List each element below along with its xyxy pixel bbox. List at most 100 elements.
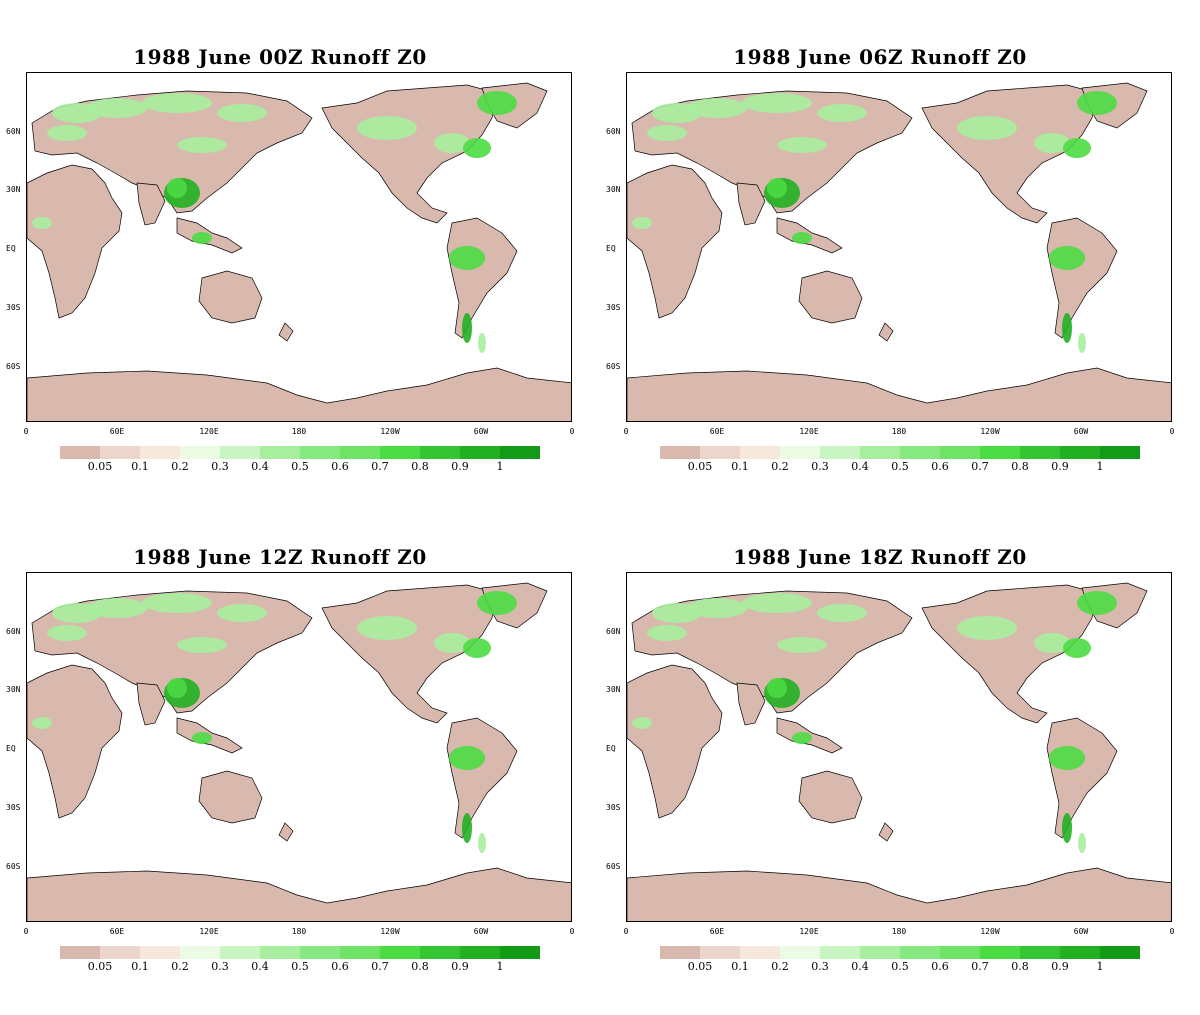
color-legend-label: 0.1 (731, 460, 749, 473)
color-legend-label: 1 (496, 960, 504, 973)
color-legend-label: 0.8 (411, 960, 429, 973)
color-legend-label: 0.2 (771, 460, 789, 473)
runoff-area (177, 137, 227, 153)
runoff-area (817, 104, 867, 122)
runoff-area (632, 717, 652, 729)
color-legend-swatch (380, 446, 420, 459)
color-legend-label: 0.1 (731, 960, 749, 973)
color-legend (660, 946, 1140, 959)
longitude-label: 0 (23, 427, 29, 436)
color-legend-label: 0.6 (331, 960, 349, 973)
runoff-area (687, 98, 747, 118)
color-legend-label: 0.2 (171, 960, 189, 973)
color-legend-label: 1 (1096, 460, 1104, 473)
color-legend-label: 1 (1096, 960, 1104, 973)
longitude-label: 0 (1169, 927, 1175, 936)
color-legend-swatch (180, 946, 220, 959)
runoff-area (47, 625, 87, 641)
runoff-area (478, 833, 486, 853)
color-legend-label: 0.6 (331, 460, 349, 473)
latitude-label: 30S (6, 303, 21, 312)
longitude-label: 120E (799, 927, 819, 936)
runoff-area (817, 604, 867, 622)
color-legend-label: 0.8 (1011, 460, 1029, 473)
runoff-area (192, 732, 212, 744)
panel-title: 1988 June 06Z Runoff Z0 (733, 45, 1027, 69)
runoff-area (357, 116, 417, 140)
color-legend-swatch (700, 946, 740, 959)
color-legend-swatch (780, 946, 820, 959)
landmass (798, 770, 863, 824)
longitude-label: 120W (380, 927, 400, 936)
landmass (27, 367, 571, 421)
longitude-label: 180 (291, 927, 307, 936)
latitude-label: 60S (606, 862, 621, 871)
longitude-label: 60W (473, 927, 489, 936)
landmass (736, 682, 766, 726)
color-legend-label: 0.4 (251, 960, 269, 973)
color-legend-label: 0.3 (811, 960, 829, 973)
color-legend-swatch (780, 446, 820, 459)
color-legend-swatch (980, 946, 1020, 959)
runoff-area (1034, 633, 1070, 653)
landmass (136, 182, 166, 226)
runoff-area (167, 678, 187, 698)
color-legend-swatch (1060, 946, 1100, 959)
color-legend-label: 0.2 (171, 460, 189, 473)
color-legend-swatch (140, 446, 180, 459)
runoff-area (449, 246, 485, 270)
runoff-area (1062, 813, 1072, 843)
runoff-area (777, 137, 827, 153)
map-area (26, 72, 572, 422)
runoff-area (87, 598, 147, 618)
runoff-area (434, 633, 470, 653)
color-legend-swatch (1100, 946, 1140, 959)
color-legend-swatch (1060, 446, 1100, 459)
runoff-area (647, 625, 687, 641)
panel-title: 1988 June 12Z Runoff Z0 (133, 545, 427, 569)
runoff-area (742, 93, 812, 113)
runoff-area (449, 746, 485, 770)
longitude-label: 60E (109, 427, 125, 436)
latitude-label: 30N (6, 185, 21, 194)
runoff-area (1063, 138, 1091, 158)
color-legend-swatch (740, 946, 780, 959)
color-legend-swatch (1020, 446, 1060, 459)
color-legend-label: 0.6 (931, 960, 949, 973)
color-legend-label: 0.4 (251, 460, 269, 473)
color-legend-label: 0.2 (771, 960, 789, 973)
latitude-label: EQ (606, 244, 616, 253)
longitude-label: 180 (891, 427, 907, 436)
runoff-area (217, 104, 267, 122)
latitude-label: 60S (6, 862, 21, 871)
longitude-label: 0 (569, 927, 575, 936)
longitude-label: 120W (980, 427, 1000, 436)
landmass (878, 822, 894, 842)
latitude-label: 60N (606, 627, 621, 636)
color-legend-swatch (460, 946, 500, 959)
longitude-label: 0 (1169, 427, 1175, 436)
runoff-area (32, 217, 52, 229)
runoff-area (217, 604, 267, 622)
longitude-label: 120E (199, 427, 219, 436)
color-legend-swatch (660, 946, 700, 959)
runoff-area (463, 138, 491, 158)
runoff-area (1078, 833, 1086, 853)
longitude-label: 120E (199, 927, 219, 936)
runoff-area (357, 616, 417, 640)
color-legend-swatch (100, 946, 140, 959)
runoff-area (477, 591, 517, 615)
color-legend-label: 0.05 (687, 460, 713, 473)
color-legend-swatch (940, 446, 980, 459)
runoff-area (767, 678, 787, 698)
landmass (1046, 717, 1118, 839)
longitude-label: 60W (1073, 427, 1089, 436)
latitude-label: 60N (6, 127, 21, 136)
runoff-area (32, 717, 52, 729)
color-legend (60, 446, 540, 459)
landmass (627, 867, 1171, 921)
landmass (27, 164, 123, 319)
landmass (921, 584, 1098, 724)
longitude-label: 120W (980, 927, 1000, 936)
color-legend-label: 0.8 (411, 460, 429, 473)
